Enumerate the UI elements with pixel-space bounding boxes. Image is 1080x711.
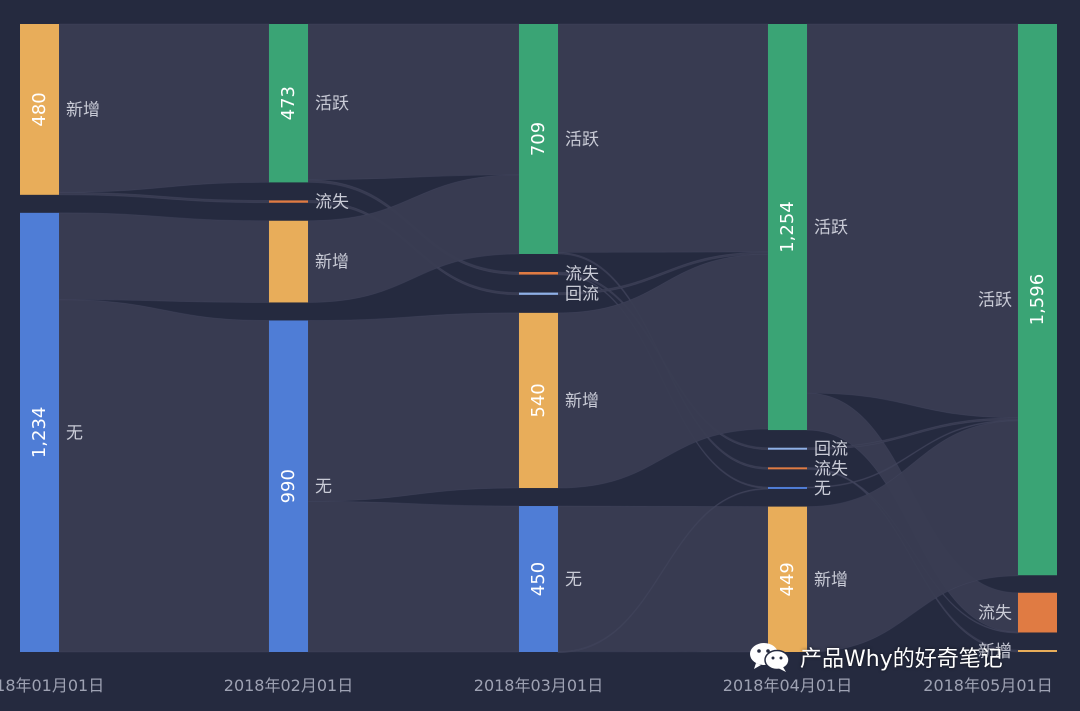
date-tick-label: 2018年03月01日 (474, 676, 603, 695)
node-c2_none (519, 506, 558, 652)
node-c0_new (20, 24, 59, 195)
node-label-c4_new: 新增 (978, 642, 1012, 662)
node-label-c1_active: 活跃 (315, 94, 349, 114)
nodes-layer (20, 24, 1057, 652)
node-label-c0_none: 无 (66, 423, 83, 443)
node-c3_active (768, 24, 807, 431)
date-tick-label: 2018年02月01日 (224, 676, 353, 695)
node-c1_new (269, 220, 308, 303)
node-label-c3_churn: 流失 (814, 459, 848, 479)
flow-link-c2_none-c3_new (557, 505, 769, 653)
flow-link-c0_new-c1_churn (58, 191, 270, 204)
wechat-icon (750, 643, 790, 672)
node-c1_churn (269, 200, 308, 203)
node-value-c3_active: 1,254 (777, 201, 798, 253)
node-label-c0_new: 新增 (66, 100, 100, 120)
node-c1_active (269, 24, 308, 183)
node-value-c0_new: 480 (29, 92, 50, 126)
node-value-c2_new: 540 (528, 383, 549, 417)
node-label-c2_new: 新增 (565, 391, 599, 411)
node-value-c2_none: 450 (528, 562, 549, 596)
node-label-c1_none: 无 (315, 477, 332, 497)
flow-link-c1_none-c2_new (307, 312, 520, 502)
watermark: 产品Why的好奇笔记 (748, 640, 1003, 674)
date-tick-label: 2018年01月01日 (0, 676, 104, 695)
node-c4_active (1018, 24, 1057, 576)
node-label-c3_none: 无 (814, 479, 831, 499)
node-label-c2_active: 活跃 (565, 130, 599, 150)
node-label-c2_none: 无 (565, 570, 582, 590)
node-c2_new (519, 312, 558, 489)
node-label-c2_churn: 流失 (565, 264, 599, 284)
node-c2_return (519, 292, 558, 295)
node-label-c1_new: 新增 (315, 253, 349, 273)
node-c3_none (768, 486, 807, 489)
flow-link-c1_new-c2_active (307, 174, 520, 303)
node-c3_return (768, 447, 807, 450)
flow-link-c0_new-c1_active (58, 23, 270, 193)
date-tick-label: 2018年05月01日 (923, 676, 1052, 695)
node-label-c4_active: 活跃 (978, 291, 1012, 311)
node-c3_churn (768, 467, 807, 470)
labels-layer: 新增480无1,234活跃473流失新增无990活跃709流失回流新增540无4… (29, 86, 1048, 662)
node-label-c4_churn: 流失 (978, 604, 1012, 624)
node-c2_active (519, 24, 558, 254)
node-value-c1_none: 990 (278, 469, 299, 503)
flow-link-c0_none-c1_new (58, 212, 270, 303)
node-label-c2_return: 回流 (565, 285, 599, 305)
node-label-c1_churn: 流失 (315, 193, 349, 213)
node-c0_none (20, 212, 59, 652)
node-c4_new (1018, 650, 1057, 652)
links-layer (58, 23, 1019, 654)
date-axis: 2018年01月01日 2018年02月01日 2018年03月01日 2018年04… (0, 676, 1053, 695)
node-value-c0_none: 1,234 (29, 407, 50, 459)
node-c4_churn (1018, 592, 1057, 633)
node-c1_none (269, 320, 308, 652)
node-value-c3_new: 449 (777, 562, 798, 596)
node-label-c3_return: 回流 (814, 440, 848, 460)
node-value-c4_active: 1,596 (1027, 274, 1048, 326)
node-value-c2_active: 709 (528, 122, 549, 156)
flow-link-c2_none-c3_none (557, 487, 769, 654)
node-label-c3_active: 活跃 (814, 218, 848, 238)
node-c2_churn (519, 271, 558, 275)
node-value-c1_active: 473 (278, 86, 299, 120)
date-tick-label: 2018年04月01日 (723, 676, 852, 695)
watermark-text: 产品Why的好奇笔记 (800, 647, 1003, 672)
node-label-c3_new: 新增 (814, 570, 848, 590)
flow-link-c1_none-c2_none (307, 500, 520, 653)
node-c3_new (768, 506, 807, 652)
flow-link-c0_none-c1_none (58, 299, 270, 653)
